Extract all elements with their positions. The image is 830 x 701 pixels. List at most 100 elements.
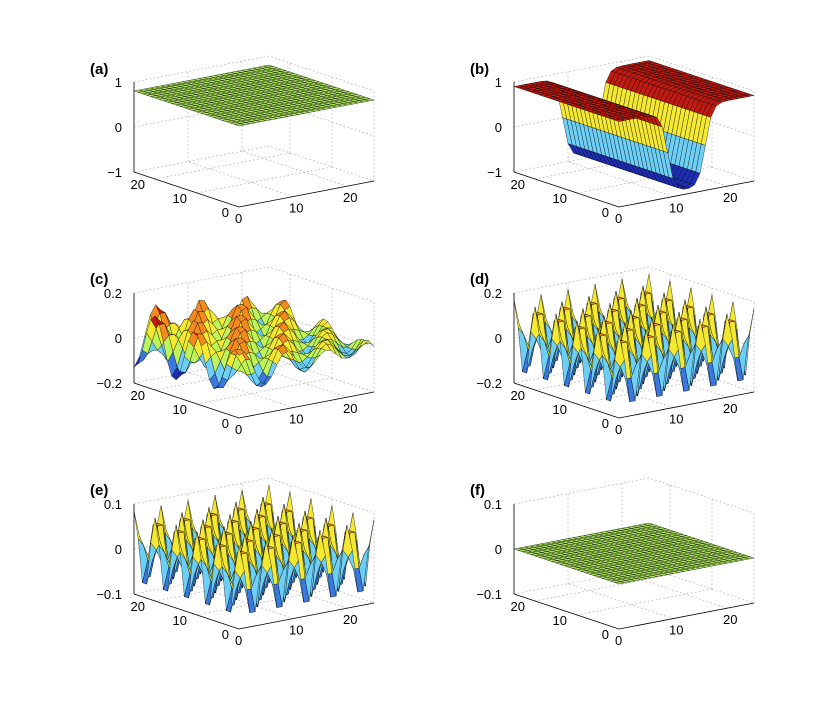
z-tick-label: −0.1 xyxy=(96,587,122,602)
x-tick-label: 0 xyxy=(235,211,242,226)
grid-line xyxy=(576,588,713,616)
y-tick-label: 0 xyxy=(222,416,229,431)
z-tick-label: 0.1 xyxy=(484,497,502,512)
grid-line xyxy=(154,574,291,602)
surface-face xyxy=(234,123,245,127)
x-tick-label: 10 xyxy=(289,412,303,427)
surface xyxy=(513,522,755,585)
x-tick-label: 20 xyxy=(343,612,357,627)
z-tick-label: −1 xyxy=(487,165,502,180)
panel-label: (f) xyxy=(470,482,485,499)
grid-line xyxy=(187,372,294,408)
axis-line xyxy=(513,171,755,208)
x-tick-label: 20 xyxy=(343,190,357,205)
y-tick-label: 0 xyxy=(222,205,229,220)
x-tick-label: 10 xyxy=(669,623,683,638)
grid-line xyxy=(576,377,713,405)
y-tick-label: 20 xyxy=(131,177,145,192)
grid-line xyxy=(534,363,671,391)
grid-line xyxy=(241,150,348,187)
z-tick-label: 1 xyxy=(115,75,122,90)
grid-line xyxy=(576,166,713,194)
grid-line xyxy=(133,55,375,92)
y-tick-label: 20 xyxy=(511,599,525,614)
y-tick-label: 10 xyxy=(173,402,187,417)
z-tick-label: 0 xyxy=(495,331,502,346)
x-tick-label: 20 xyxy=(723,401,737,416)
axes-box xyxy=(513,293,755,419)
grid-line xyxy=(567,161,674,197)
x-tick-label: 10 xyxy=(669,201,683,216)
y-tick-label: 20 xyxy=(131,388,145,403)
grid-line xyxy=(196,377,333,405)
z-tick-label: 0.1 xyxy=(104,497,122,512)
axis-line xyxy=(513,593,755,630)
y-tick-label: 10 xyxy=(553,402,567,417)
x-tick-label: 0 xyxy=(235,422,242,437)
grid-line xyxy=(534,152,671,180)
y-tick-label: 10 xyxy=(553,191,567,206)
panel-label: (b) xyxy=(470,61,489,78)
y-tick-label: 0 xyxy=(602,416,609,431)
surface-face xyxy=(614,118,625,122)
axes-box xyxy=(513,82,755,208)
grid-line xyxy=(133,145,375,182)
panel-label: (c) xyxy=(90,271,108,288)
y-tick-label: 20 xyxy=(511,388,525,403)
z-tick-label: −0.1 xyxy=(476,587,502,602)
z-tick-label: 0 xyxy=(115,120,122,135)
x-tick-label: 10 xyxy=(669,412,683,427)
x-tick-label: 10 xyxy=(289,623,303,638)
grid-line xyxy=(513,266,755,303)
z-tick-label: −0.2 xyxy=(476,376,502,391)
y-tick-label: 10 xyxy=(173,613,187,628)
x-tick-label: 10 xyxy=(289,201,303,216)
z-tick-label: 0 xyxy=(495,542,502,557)
surface xyxy=(133,296,375,390)
grid-line xyxy=(133,266,375,303)
surface xyxy=(513,60,755,190)
z-tick-label: 0 xyxy=(495,120,502,135)
grid-line xyxy=(567,583,674,619)
y-tick-label: 20 xyxy=(131,599,145,614)
grid-line xyxy=(196,588,333,616)
grid-line xyxy=(513,477,755,514)
y-tick-label: 0 xyxy=(602,205,609,220)
surface xyxy=(513,273,755,403)
surface xyxy=(133,64,375,127)
x-tick-label: 0 xyxy=(615,633,622,648)
axis-line xyxy=(133,382,375,419)
panel-label: (a) xyxy=(90,61,108,78)
panel-label: (e) xyxy=(90,482,108,499)
surface-face xyxy=(614,581,625,585)
x-tick-label: 20 xyxy=(723,612,737,627)
panel-label: (d) xyxy=(470,271,489,288)
x-tick-label: 0 xyxy=(615,211,622,226)
grid-line xyxy=(133,477,375,514)
axes-box xyxy=(133,293,375,419)
grid-line xyxy=(154,152,291,180)
axes-box xyxy=(133,504,375,630)
z-tick-label: 0.2 xyxy=(484,286,502,301)
y-tick-label: 10 xyxy=(553,613,567,628)
y-tick-label: 0 xyxy=(602,627,609,642)
z-tick-label: 0 xyxy=(115,331,122,346)
grid-line xyxy=(534,574,671,602)
grid-line xyxy=(196,166,333,194)
z-tick-label: −0.2 xyxy=(96,376,122,391)
surface-face xyxy=(234,545,245,579)
y-tick-label: 0 xyxy=(222,627,229,642)
x-tick-label: 0 xyxy=(235,633,242,648)
surface xyxy=(133,484,375,614)
